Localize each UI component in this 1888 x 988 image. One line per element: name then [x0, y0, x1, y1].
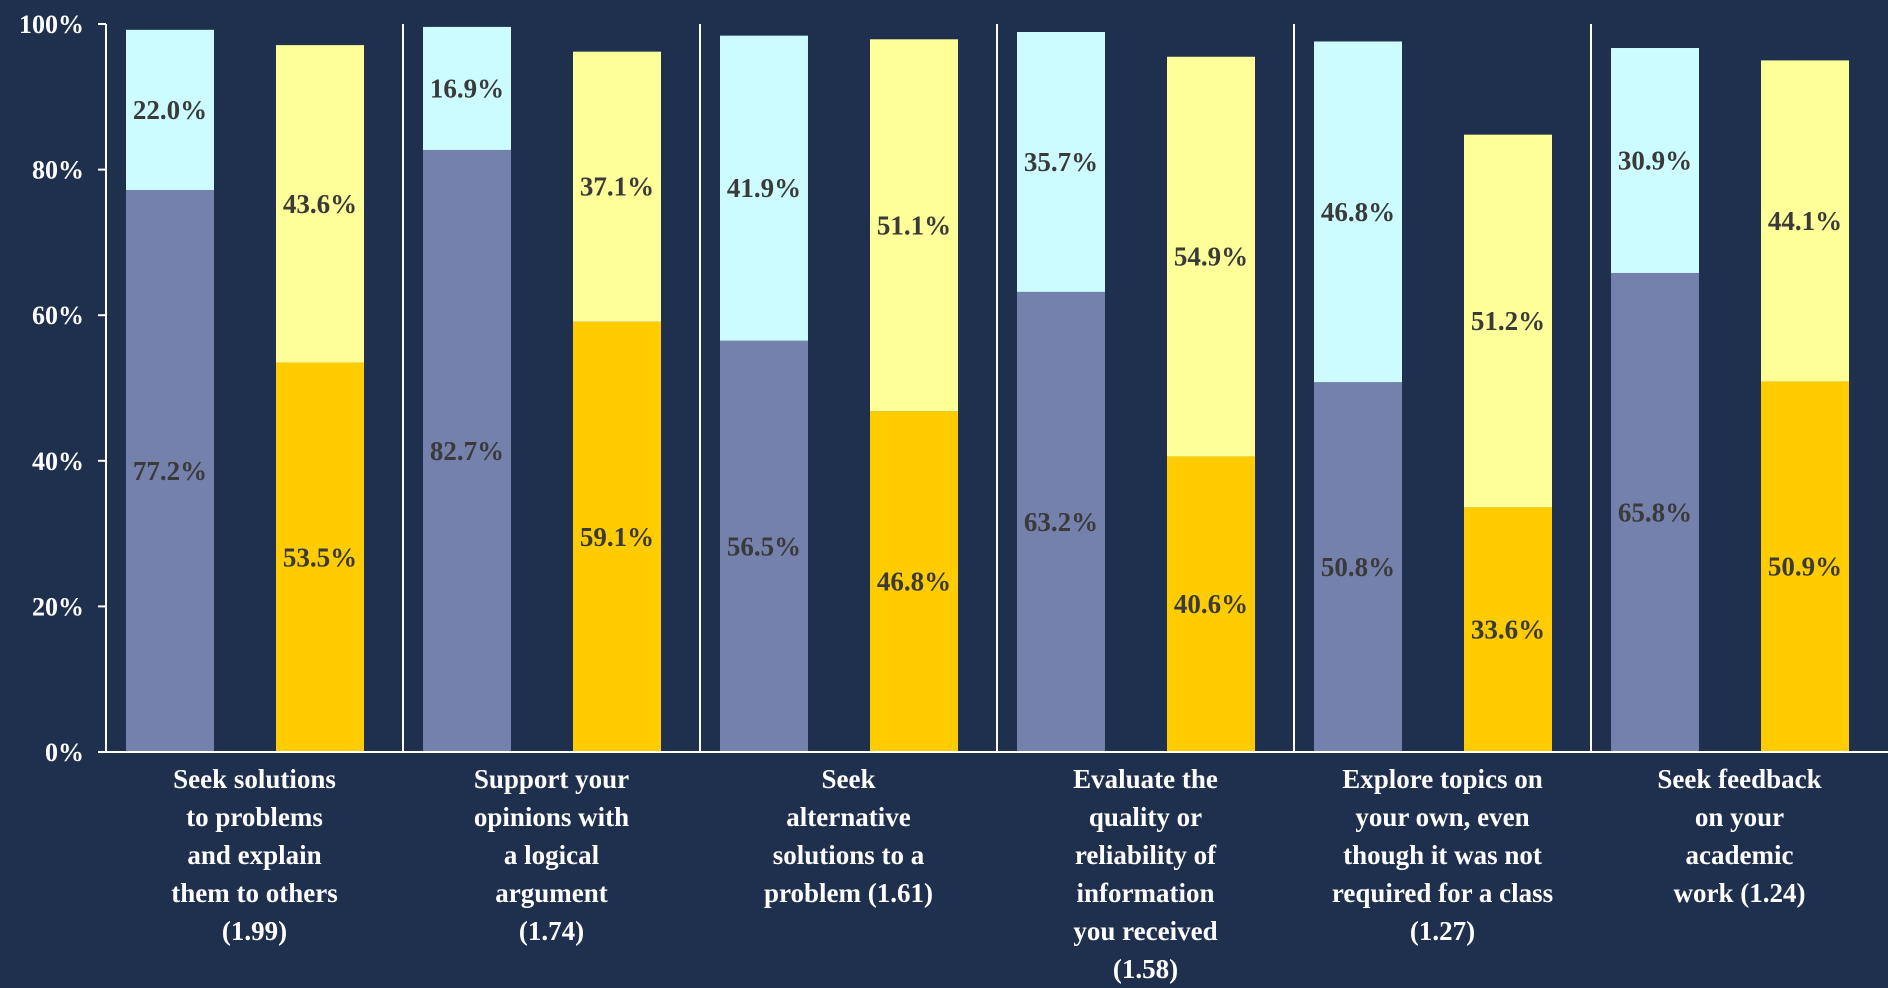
x-category-label-line: work (1.24)	[1673, 878, 1806, 908]
x-category-label-line: Explore topics on	[1342, 764, 1543, 794]
bar-segment-blue-top	[720, 35, 808, 341]
data-label: 40.6%	[1174, 589, 1248, 619]
x-category-label-line: Seek feedback	[1657, 764, 1822, 794]
x-category-label-line: though it was not	[1343, 840, 1542, 870]
x-category-label-line: quality or	[1088, 802, 1203, 832]
x-category-label: Seek alternative solutions to a problem (1.…	[729, 760, 969, 912]
bar-segment-gold-bottom	[573, 321, 661, 752]
x-category-label-line: (1.99)	[221, 916, 288, 946]
x-category-label-line: on your	[1694, 802, 1785, 832]
data-label: 82.7%	[430, 436, 504, 466]
x-category-label: Explore topics on your own, even though it…	[1323, 760, 1563, 950]
data-label: 22.0%	[133, 95, 207, 125]
x-category-label: Support your opinions with a logical argume…	[432, 760, 672, 950]
x-category-label-line: alternative	[786, 802, 911, 832]
data-label: 35.7%	[1024, 147, 1098, 177]
bar-segment-gold-top	[573, 51, 661, 322]
x-category-label-line: to problems	[186, 802, 323, 832]
x-category-label-line: (1.27)	[1409, 916, 1476, 946]
bars-layer	[126, 26, 1849, 753]
bar-segment-blue-bottom	[1611, 272, 1699, 752]
x-category-label-line: and explain	[187, 840, 322, 870]
axis-layer: 0% 20% 40% 60% 80% 100%	[19, 10, 1888, 767]
bar-segment-blue-bottom	[1017, 291, 1105, 752]
bar-segment-blue-top	[423, 26, 511, 150]
data-label: 30.9%	[1618, 146, 1692, 176]
data-label: 43.6%	[283, 189, 357, 219]
data-label: 33.6%	[1471, 615, 1545, 645]
x-category-label-line: reliability of	[1074, 840, 1217, 870]
x-category-label-line: information	[1076, 878, 1215, 908]
y-tick-label: 60%	[32, 301, 84, 330]
bar-segment-blue-top	[126, 29, 214, 190]
x-category-label-line: you received	[1073, 916, 1218, 946]
bar-segment-gold-bottom	[1167, 456, 1255, 752]
x-category-label-line: Seek solutions	[173, 764, 336, 794]
data-label: 54.9%	[1174, 242, 1248, 272]
y-tick-label: 80%	[32, 156, 84, 185]
data-labels-layer: 77.2% 22.0% 53.5% 43.6% 82.7% 16.9% 59.1% 37.1%…	[133, 73, 1842, 644]
data-label: 46.8%	[1321, 197, 1395, 227]
x-category-label-line: (1.74)	[518, 916, 585, 946]
bar-segment-blue-top	[1611, 48, 1699, 273]
x-category-label-line: Support your	[473, 764, 630, 794]
bar-segment-blue-bottom	[720, 340, 808, 752]
bar-segment-gold-top	[1464, 134, 1552, 508]
bar-segment-blue-bottom	[126, 189, 214, 752]
data-label: 41.9%	[727, 173, 801, 203]
y-tick-label: 20%	[32, 592, 84, 621]
bar-segment-blue-top	[1314, 41, 1402, 383]
x-category-label-line: argument	[495, 878, 608, 908]
data-label: 51.1%	[877, 210, 951, 240]
data-label: 65.8%	[1618, 497, 1692, 527]
x-category-label-line: your own, even	[1355, 802, 1530, 832]
data-label: 50.8%	[1321, 552, 1395, 582]
data-label: 46.8%	[877, 567, 951, 597]
data-label: 37.1%	[580, 172, 654, 202]
bar-segment-blue-bottom	[1314, 382, 1402, 752]
data-label: 77.2%	[133, 456, 207, 486]
data-label: 16.9%	[430, 73, 504, 103]
x-category-label-line: (1.58)	[1112, 954, 1179, 984]
data-label: 50.9%	[1768, 552, 1842, 582]
bar-segment-blue-top	[1017, 32, 1105, 292]
x-category-label-line: a logical	[503, 840, 600, 870]
x-category-label-line: opinions with	[473, 802, 630, 832]
bar-segment-gold-bottom	[1761, 381, 1849, 752]
y-tick-label: 40%	[32, 447, 84, 476]
x-category-label: Evaluate the quality or reliability of info…	[1026, 760, 1266, 988]
x-category-label: Seek feedback on your academic work (1.24)	[1620, 760, 1860, 912]
data-label: 51.2%	[1471, 306, 1545, 336]
bar-segment-gold-top	[276, 45, 364, 363]
x-category-label-line: required for a class	[1331, 878, 1554, 908]
data-label: 53.5%	[283, 542, 357, 572]
bar-segment-gold-top	[1761, 60, 1849, 382]
bar-segment-gold-bottom	[1464, 507, 1552, 752]
x-category-label: Seek solutions to problems and explain them…	[135, 760, 375, 950]
bar-segment-gold-bottom	[870, 411, 958, 752]
x-category-label-line: academic	[1685, 840, 1794, 870]
y-tick-label: 0%	[45, 738, 84, 767]
x-category-label-line: them to others	[171, 878, 338, 908]
x-category-label-line: Seek	[821, 764, 876, 794]
bar-segment-gold-top	[870, 39, 958, 412]
x-category-label-line: Evaluate the	[1073, 764, 1218, 794]
y-tick-label: 100%	[19, 10, 84, 39]
bar-segment-blue-bottom	[423, 149, 511, 753]
data-label: 44.1%	[1768, 206, 1842, 236]
data-label: 56.5%	[727, 531, 801, 561]
bar-segment-gold-top	[1167, 56, 1255, 457]
data-label: 59.1%	[580, 522, 654, 552]
bar-segment-gold-bottom	[276, 362, 364, 752]
x-category-label-line: problem (1.61)	[764, 878, 933, 908]
data-label: 63.2%	[1024, 507, 1098, 537]
x-category-label-line: solutions to a	[772, 840, 925, 870]
